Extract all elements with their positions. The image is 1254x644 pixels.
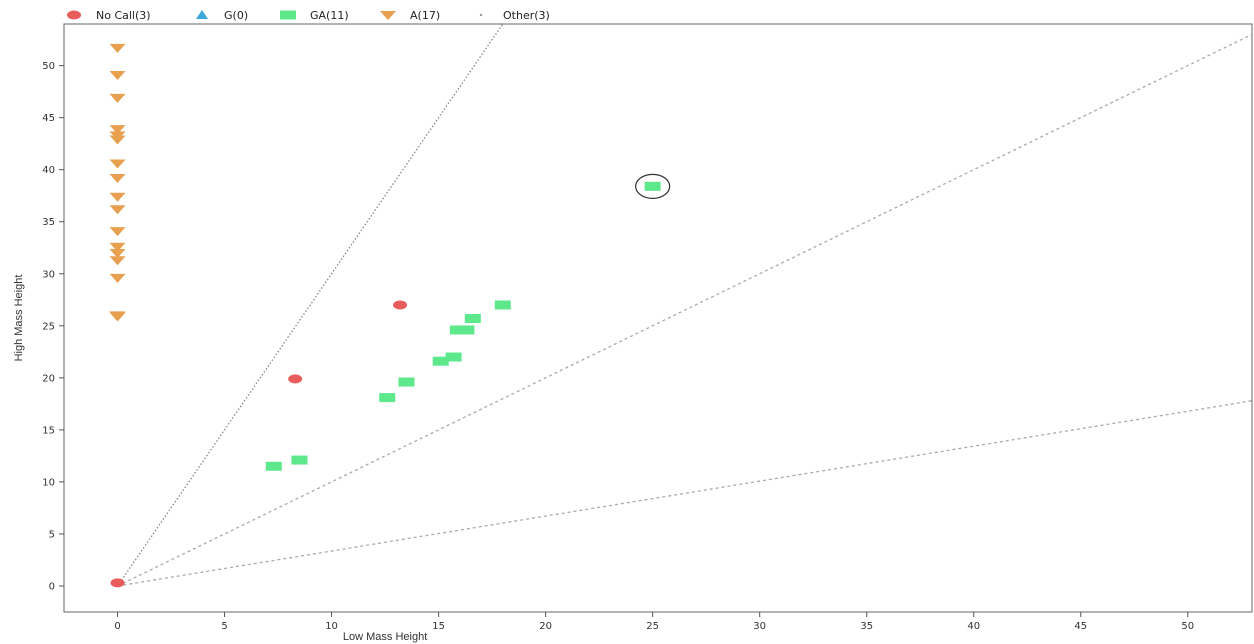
legend-marker — [280, 10, 296, 20]
data-point — [109, 135, 126, 145]
data-point — [393, 300, 408, 310]
reference-line-1 — [116, 24, 504, 587]
data-point — [494, 300, 511, 310]
data-point — [109, 93, 126, 103]
data-point — [291, 455, 308, 465]
data-point — [398, 377, 415, 387]
legend-item-2: G(0) — [196, 9, 248, 22]
data-point — [109, 312, 126, 322]
legend-item-5: Other(3) — [479, 9, 550, 22]
data-points — [109, 43, 671, 588]
legend-label: GA(11) — [310, 9, 349, 22]
data-point — [445, 352, 462, 362]
legend-label: No Call(3) — [96, 9, 151, 22]
x-tick-label-50: 50 — [1181, 621, 1194, 632]
data-point — [464, 314, 481, 324]
legend-label: Other(3) — [503, 9, 550, 22]
y-tick-label-50: 50 — [42, 61, 55, 72]
selection-ring — [635, 173, 671, 199]
data-point — [109, 159, 126, 169]
data-point — [265, 461, 282, 471]
y-axis: 0 5 10 15 20 25 30 35 40 45 50 — [42, 61, 64, 592]
plot-area — [63, 23, 1253, 613]
y-tick-label-15: 15 — [42, 425, 55, 436]
x-axis: 0 5 10 15 20 25 30 35 40 45 50 — [114, 612, 1194, 632]
x-tick-label-30: 30 — [753, 621, 766, 632]
legend-marker — [67, 10, 81, 20]
series-ga — [265, 181, 661, 471]
y-tick-label-5: 5 — [49, 529, 55, 540]
x-tick-label-5: 5 — [221, 621, 227, 632]
x-tick-label-10: 10 — [325, 621, 338, 632]
data-point — [644, 181, 661, 191]
legend-item-1: No Call(3) — [67, 9, 151, 22]
data-point — [109, 205, 126, 215]
legend-item-3: GA(11) — [280, 9, 349, 22]
data-point — [110, 578, 125, 588]
series-nocall — [110, 300, 408, 588]
x-axis-title: Low Mass Height — [343, 631, 427, 643]
legend-marker — [380, 11, 396, 20]
y-axis-title: High Mass Height — [13, 275, 25, 362]
data-point — [109, 70, 126, 80]
data-point — [109, 125, 126, 135]
x-tick-label-25: 25 — [646, 621, 659, 632]
y-tick-label-20: 20 — [42, 373, 55, 384]
data-point — [288, 374, 303, 384]
reference-lines — [116, 24, 1252, 587]
plot-frame — [63, 23, 1253, 613]
data-point — [109, 273, 126, 283]
legend-marker — [196, 10, 208, 19]
data-point — [458, 325, 475, 335]
legend-label: A(17) — [410, 9, 440, 22]
data-point — [109, 174, 126, 184]
y-tick-label-10: 10 — [42, 477, 55, 488]
legend-item-4: A(17) — [380, 9, 440, 22]
y-tick-label-0: 0 — [49, 581, 55, 592]
x-tick-label-35: 35 — [860, 621, 873, 632]
x-tick-label-0: 0 — [114, 621, 120, 632]
legend-label: G(0) — [224, 9, 248, 22]
legend: No Call(3) G(0) GA(11) A(17) Other(3) — [67, 9, 550, 22]
y-tick-label-35: 35 — [42, 217, 55, 228]
x-tick-label-20: 20 — [539, 621, 552, 632]
y-tick-label-25: 25 — [42, 321, 55, 332]
x-tick-label-40: 40 — [967, 621, 980, 632]
legend-marker — [479, 13, 483, 17]
y-tick-label-45: 45 — [42, 113, 55, 124]
y-tick-label-30: 30 — [42, 269, 55, 280]
reference-line-2 — [117, 33, 1252, 587]
data-point — [109, 256, 126, 266]
y-tick-label-40: 40 — [42, 165, 55, 176]
x-tick-label-45: 45 — [1074, 621, 1087, 632]
data-point — [109, 242, 126, 252]
data-point — [432, 356, 449, 366]
data-point — [449, 325, 466, 335]
x-tick-label-15: 15 — [432, 621, 445, 632]
series-a — [109, 43, 126, 322]
data-point — [109, 43, 126, 53]
data-point — [109, 227, 126, 237]
data-point — [109, 192, 126, 202]
data-point — [109, 248, 126, 258]
data-point — [379, 393, 396, 403]
